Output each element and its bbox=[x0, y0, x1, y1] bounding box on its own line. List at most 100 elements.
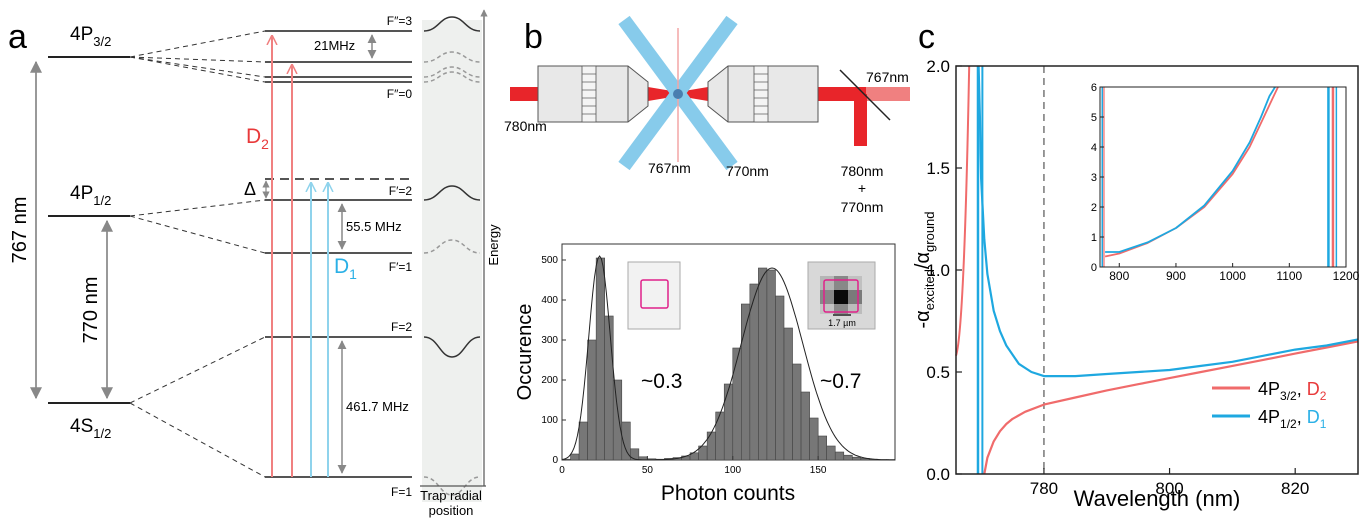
energy-axis-label: Energy bbox=[486, 224, 501, 266]
histogram-bar bbox=[578, 421, 588, 461]
panel-b-label: b bbox=[524, 18, 543, 56]
inset-series-d2 bbox=[1104, 86, 1279, 258]
label-21mhz: 21MHz bbox=[314, 38, 355, 53]
histogram-bar bbox=[792, 363, 802, 461]
histogram-ylabel: Occurence bbox=[514, 304, 536, 401]
histogram-bar bbox=[809, 417, 819, 461]
label-767-out: 767nm bbox=[866, 69, 909, 85]
histogram-bar bbox=[766, 269, 776, 461]
label-55mhz: 55.5 MHz bbox=[346, 219, 402, 234]
histogram-ytick-label: 400 bbox=[541, 295, 558, 306]
histogram-bar bbox=[604, 315, 614, 461]
inset-ytick-label: 3 bbox=[1091, 172, 1097, 184]
inset-ytick-label: 1 bbox=[1091, 232, 1097, 244]
panel-a: a 4P3/2 4P1/2 4S1/2 767 nm 770 nm bbox=[8, 9, 501, 518]
label-780-in: 780nm bbox=[504, 118, 547, 134]
label-d1: D1 bbox=[334, 255, 357, 282]
inset-plot: 800 900 1000 1100 1200 0 1 2 3 4 5 6 bbox=[1091, 82, 1360, 283]
histogram-ytick-label: 300 bbox=[541, 335, 558, 346]
series-d1-line bbox=[977, 65, 1359, 378]
trap-axis-label-1: Trap radial bbox=[420, 488, 482, 503]
resonance-d2-rise bbox=[955, 65, 971, 356]
inset-background bbox=[1100, 87, 1346, 267]
histogram-bar bbox=[749, 283, 759, 461]
inset-xtick-label: 1200 bbox=[1333, 269, 1360, 283]
histogram-bar bbox=[630, 448, 640, 461]
label-plus: + bbox=[858, 180, 866, 196]
ytick-label: 2.0 bbox=[926, 57, 950, 76]
panel-b: b bbox=[504, 15, 910, 505]
histogram-bar bbox=[826, 445, 836, 461]
roi-box-empty bbox=[640, 279, 669, 309]
histogram-axes: 0 50 100 150 0 100 200 300 400 500 bbox=[541, 255, 827, 476]
label-fpp3: F″=3 bbox=[387, 14, 413, 28]
panel-c-label: c bbox=[918, 18, 935, 56]
label-detuning: Δ bbox=[244, 179, 256, 199]
label-770nm: 770 nm bbox=[80, 277, 102, 344]
histogram-bar bbox=[817, 435, 827, 461]
inset-ytick-label: 2 bbox=[1091, 202, 1097, 214]
histogram-bar bbox=[834, 451, 845, 461]
panel-c: c 780 800 820 0.0 0.5 1.0 1.5 2.0 Wavelength (n… bbox=[912, 18, 1360, 511]
atom-focus bbox=[673, 89, 683, 99]
objective-right bbox=[707, 65, 819, 123]
inset-ytick-label: 6 bbox=[1091, 82, 1097, 94]
label-fp1: F′=1 bbox=[389, 260, 413, 274]
ytick-label: 1.0 bbox=[926, 261, 950, 280]
label-770-cross: 770nm bbox=[726, 163, 769, 179]
inset-series-d1 bbox=[1105, 86, 1276, 253]
polarizability-xlabel: Wavelength (nm) bbox=[1074, 486, 1241, 511]
inset-ytick-label: 5 bbox=[1091, 112, 1097, 124]
histogram-bar bbox=[595, 257, 605, 461]
legend-d1: 4P1/2, D1 bbox=[1258, 407, 1327, 431]
histogram-bar bbox=[723, 383, 734, 461]
inset-xtick-label: 900 bbox=[1166, 269, 1186, 283]
histogram-bar bbox=[621, 421, 631, 461]
ytick-label: 0.0 bbox=[926, 465, 950, 484]
trap-axis-label-2: position bbox=[429, 503, 474, 518]
beam-down bbox=[854, 94, 867, 146]
xtick-label: 820 bbox=[1281, 479, 1309, 498]
histogram-bar bbox=[783, 327, 793, 461]
inset-xtick-label: 1100 bbox=[1276, 269, 1302, 283]
beam-767-out bbox=[866, 87, 910, 101]
histogram-xlabel: Photon counts bbox=[661, 482, 795, 505]
image-inset-empty bbox=[627, 261, 681, 330]
peak1-label: ~0.3 bbox=[641, 370, 682, 393]
legend-d2: 4P3/2, D2 bbox=[1258, 379, 1327, 403]
inset-xtick-label: 1000 bbox=[1219, 269, 1246, 283]
histogram-xtick-label: 100 bbox=[724, 465, 741, 476]
label-767-cross: 767nm bbox=[648, 160, 691, 176]
histogram-ytick-label: 0 bbox=[552, 455, 558, 466]
histogram-ytick-label: 200 bbox=[541, 375, 558, 386]
series-d2-line bbox=[983, 340, 1359, 475]
histogram-bar bbox=[800, 391, 810, 461]
label-780-out: 780nm bbox=[841, 163, 884, 179]
inset-frame bbox=[1099, 86, 1347, 268]
histogram-ytick-label: 100 bbox=[541, 415, 558, 426]
objective-left bbox=[537, 65, 649, 123]
label-767nm: 767 nm bbox=[9, 197, 31, 264]
label-d2: D2 bbox=[246, 125, 269, 152]
histogram-bar bbox=[732, 347, 742, 461]
dichroic-mirror bbox=[839, 69, 891, 121]
xtick-label: 800 bbox=[1155, 479, 1183, 498]
trap-curves bbox=[423, 16, 481, 496]
peak2-label: ~0.7 bbox=[820, 370, 861, 393]
histogram-xtick-label: 0 bbox=[559, 465, 565, 476]
panel-a-label: a bbox=[8, 18, 27, 56]
scale-label: 1.7 µm bbox=[828, 318, 856, 328]
histogram-bar bbox=[758, 267, 768, 461]
level-label-4p12: 4P1/2 bbox=[70, 183, 111, 208]
level-label-4p32: 4P3/2 bbox=[70, 24, 111, 49]
histogram-bar bbox=[587, 339, 597, 461]
histogram-bar bbox=[843, 454, 853, 461]
polarizability-ylabel: -αexcited/αground bbox=[912, 211, 937, 328]
histogram-bar bbox=[852, 456, 862, 461]
histogram-bar bbox=[570, 453, 580, 461]
label-fp2: F′=2 bbox=[389, 184, 413, 198]
image-inset-atom: 1.7 µm bbox=[807, 261, 876, 330]
label-770-out: 770nm bbox=[841, 199, 884, 215]
histogram-fit bbox=[561, 255, 895, 461]
